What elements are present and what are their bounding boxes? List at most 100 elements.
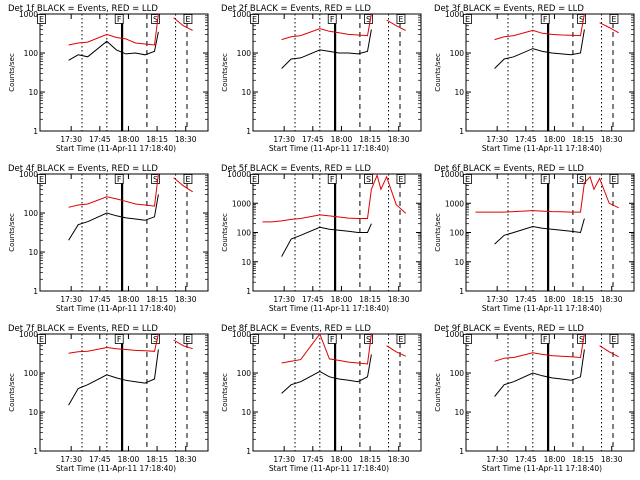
events-series-line: [281, 223, 372, 257]
plot-title: Det 3f BLACK = Events, RED = LLD: [434, 4, 584, 14]
x-tick-label: 17:30: [60, 455, 82, 464]
y-tick-label: 100: [450, 49, 465, 58]
plot-panel-3: Det 3f BLACK = Events, RED = LLD 1 10 100 10…: [434, 4, 635, 153]
y-tick-label: 1000: [19, 10, 38, 19]
y-tick-label: 10: [241, 258, 251, 267]
state-marker: F: [543, 335, 548, 344]
state-marker: F: [117, 335, 122, 344]
x-tick-label: 18:00: [118, 455, 140, 464]
plot-panel-2: Det 2f BLACK = Events, RED = LLD 1 10 100 10…: [221, 4, 422, 153]
y-tick-label: 1000: [232, 199, 251, 208]
plot-title: Det 1f BLACK = Events, RED = LLD: [8, 4, 158, 14]
state-marker-box: [250, 174, 259, 184]
state-marker: E: [185, 15, 190, 24]
lld-series-line: [281, 332, 372, 365]
state-marker: F: [330, 335, 335, 344]
y-axis-label: Counts/sec: [434, 373, 442, 412]
lld-series-line: [68, 13, 159, 46]
state-marker-box: [114, 14, 124, 24]
y-tick-label: 1: [33, 447, 38, 456]
state-marker-box: [114, 334, 124, 344]
x-tick-label: 17:45: [302, 295, 324, 304]
state-marker-box: [151, 334, 160, 344]
y-tick-label: 1000: [445, 10, 464, 19]
x-tick-label: 17:30: [273, 455, 295, 464]
y-tick-label: 1: [246, 447, 251, 456]
state-marker: F: [543, 175, 548, 184]
state-marker-box: [463, 174, 472, 184]
y-tick-label: 100: [450, 369, 465, 378]
y-tick-label: 1000: [232, 10, 251, 19]
x-tick-label: 18:15: [359, 135, 381, 144]
plot-title: Det 8f BLACK = Events, RED = LLD: [221, 324, 371, 334]
y-tick-label: 100: [237, 229, 252, 238]
state-marker: S: [579, 175, 584, 184]
y-tick-label: 1000: [232, 330, 251, 339]
y-tick-label: 1000: [445, 199, 464, 208]
lld-series-line: [599, 345, 619, 358]
state-marker-box: [37, 334, 46, 344]
plot-title: Det 6f BLACK = Events, RED = LLD: [434, 164, 584, 174]
x-axis-label: Start Time (11-Apr-11 17:18:40): [56, 144, 176, 153]
x-tick-label: 18:30: [175, 455, 197, 464]
y-axis-label: Counts/sec: [221, 213, 229, 252]
state-marker-box: [183, 334, 193, 344]
y-tick-label: 1000: [19, 170, 38, 179]
state-marker-box: [540, 14, 550, 24]
x-tick-label: 17:30: [486, 135, 508, 144]
x-axis-label: Start Time (11-Apr-11 17:18:40): [269, 304, 389, 313]
events-series-line: [68, 194, 159, 241]
x-axis-label: Start Time (11-Apr-11 17:18:40): [56, 304, 176, 313]
state-marker-box: [609, 14, 619, 24]
state-marker: F: [543, 15, 548, 24]
x-tick-label: 17:30: [486, 455, 508, 464]
x-tick-label: 17:45: [515, 135, 537, 144]
state-marker: E: [398, 175, 403, 184]
state-marker-box: [327, 334, 337, 344]
events-series-line: [68, 349, 159, 406]
state-marker: E: [252, 175, 257, 184]
state-marker-box: [183, 174, 193, 184]
plot-title: Det 7f BLACK = Events, RED = LLD: [8, 324, 158, 334]
state-marker: S: [366, 175, 371, 184]
y-tick-label: 1: [459, 447, 464, 456]
x-tick-label: 18:30: [175, 135, 197, 144]
state-marker: S: [153, 15, 158, 24]
state-marker: E: [185, 335, 190, 344]
plot-frame: [465, 173, 635, 292]
state-marker: E: [252, 15, 257, 24]
plot-frame: [39, 333, 209, 452]
y-tick-label: 1000: [445, 330, 464, 339]
plot-frame: [39, 13, 209, 132]
state-marker-box: [364, 334, 373, 344]
x-tick-label: 17:45: [302, 135, 324, 144]
x-tick-label: 18:00: [544, 295, 566, 304]
events-series-line: [494, 29, 585, 69]
y-tick-label: 100: [24, 369, 39, 378]
x-tick-label: 18:15: [359, 295, 381, 304]
plot-frame: [39, 173, 209, 292]
state-marker-box: [364, 174, 373, 184]
state-marker-box: [463, 14, 472, 24]
y-tick-label: 10: [454, 258, 464, 267]
y-tick-label: 1: [33, 127, 38, 136]
y-tick-label: 10000: [440, 170, 464, 179]
state-marker: E: [39, 15, 44, 24]
state-marker: S: [366, 335, 371, 344]
y-tick-label: 10: [28, 88, 38, 97]
state-marker-box: [151, 174, 160, 184]
state-marker-box: [577, 174, 586, 184]
state-marker-box: [396, 334, 406, 344]
plot-title: Det 9f BLACK = Events, RED = LLD: [434, 324, 584, 334]
x-tick-label: 17:45: [515, 455, 537, 464]
x-tick-label: 18:15: [572, 295, 594, 304]
x-tick-label: 17:45: [89, 135, 111, 144]
x-tick-label: 17:30: [60, 135, 82, 144]
state-marker: E: [185, 175, 190, 184]
y-tick-label: 10: [241, 408, 251, 417]
plot-frame: [252, 13, 422, 132]
x-tick-label: 18:30: [388, 455, 410, 464]
plot-frame: [465, 13, 635, 132]
y-axis-label: Counts/sec: [221, 53, 229, 92]
x-axis-label: Start Time (11-Apr-11 17:18:40): [269, 464, 389, 473]
